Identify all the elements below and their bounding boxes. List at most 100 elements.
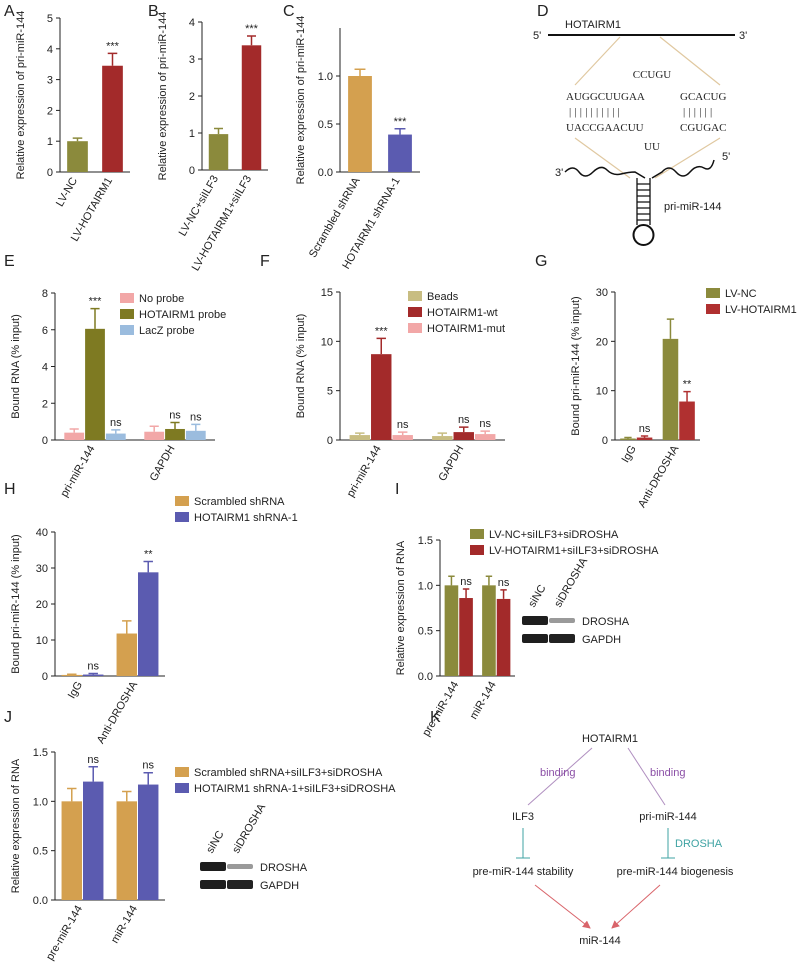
bar: [61, 674, 82, 676]
zoom-line: [659, 36, 721, 86]
significance-label: ns: [479, 418, 491, 430]
significance-label: ns: [458, 414, 470, 426]
error-bar: [666, 318, 675, 339]
bar: [474, 434, 496, 440]
blot-band: [522, 616, 548, 625]
y-tick-label: 8: [42, 288, 48, 300]
significance-label: **: [683, 379, 692, 391]
y-tick-label: 0: [42, 435, 48, 447]
band-label: GAPDH: [582, 634, 621, 646]
edge-label: DROSHA: [675, 838, 723, 850]
y-tick-label: 20: [36, 599, 48, 611]
blot-band: [227, 864, 253, 869]
y-tick-label: 0.0: [318, 167, 333, 179]
sequence: CGUGAC: [680, 122, 726, 134]
error-bar: [462, 588, 470, 599]
edge: [627, 747, 666, 806]
bar: [105, 433, 126, 440]
error-bar: [394, 128, 406, 135]
y-axis-title: Bound pri-miR-144 (% input): [570, 296, 582, 435]
bar: [185, 430, 206, 440]
band-label: GAPDH: [260, 880, 299, 892]
y-tick-label: 1: [47, 136, 53, 148]
y-axis-title: Relative expression of pri-miR-144: [157, 12, 169, 181]
error-bar: [69, 428, 79, 433]
panel-label: K: [430, 709, 441, 726]
legend-swatch: [408, 291, 422, 301]
error-bar: [376, 337, 386, 355]
significance-label: ns: [169, 410, 181, 422]
node: miR-144: [579, 935, 621, 947]
sequence: UU: [644, 141, 660, 153]
significance-label: ns: [498, 577, 510, 589]
error-bar: [143, 771, 153, 785]
y-tick-label: 3: [47, 75, 53, 87]
significance-label: ns: [87, 660, 99, 672]
y-axis-title: Relative expression of RNA: [395, 540, 407, 675]
error-bar: [640, 435, 649, 438]
bar: [116, 633, 137, 676]
significance-label: ns: [190, 411, 202, 423]
y-tick-label: 1.0: [418, 580, 433, 592]
bar: [67, 141, 88, 172]
significance-label: ***: [89, 296, 103, 308]
bar: [61, 801, 82, 900]
significance-label: ns: [87, 754, 99, 766]
legend-swatch: [470, 545, 484, 555]
error-bar: [88, 766, 98, 782]
edge-label: binding: [650, 767, 685, 779]
significance-label: **: [144, 549, 153, 561]
legend-label: LV-HOTAIRM1+siILF3+siDROSHA: [489, 545, 659, 557]
error-bar: [480, 430, 490, 435]
chart: I Relative expression of RNA 0.0 0.5 1.0 1.5 p…: [395, 481, 659, 738]
y-tick-label: 0.0: [418, 671, 433, 683]
y-tick-label: 2: [42, 398, 48, 410]
error-bar: [500, 589, 507, 599]
panel-label: B: [148, 3, 159, 20]
chart: G Bound pri-miR-144 (% input) 0 10 20 30 IgGns…: [535, 253, 797, 510]
bar: [482, 585, 496, 676]
gene-label: HOTAIRM1: [565, 19, 621, 31]
error-bar: [107, 52, 118, 66]
bar: [64, 432, 85, 440]
legend-label: HOTAIRM1-mut: [427, 323, 505, 335]
bar: [85, 328, 105, 440]
y-tick-label: 20: [596, 336, 608, 348]
x-tick-label: LV-NC: [54, 175, 80, 208]
legend-swatch: [120, 293, 134, 303]
hairpin-stem: [636, 178, 651, 225]
y-tick-label: 0: [602, 435, 608, 447]
y-tick-label: 1.5: [33, 747, 48, 759]
node: pre-miR-144 biogenesis: [617, 866, 734, 878]
legend-label: No probe: [139, 293, 184, 305]
end-label: 3': [555, 167, 563, 179]
blot-band: [549, 618, 575, 623]
error-bar: [88, 672, 98, 675]
x-tick-label: GAPDH: [148, 443, 178, 483]
y-tick-label: 1: [189, 128, 195, 140]
y-tick-label: 4: [189, 17, 195, 29]
chart: E Bound RNA (% input) 0 2 4 6 8 pri-miR-144 *** n…: [4, 253, 226, 499]
x-tick-label: GAPDH: [436, 443, 466, 483]
node: HOTAIRM1: [582, 733, 638, 745]
inhibit-edge: [661, 828, 675, 859]
legend-swatch: [175, 783, 189, 793]
y-tick-label: 2: [189, 91, 195, 103]
x-tick-label: pri-miR-144: [58, 444, 97, 500]
chart: H Bound pri-miR-144 (% input) 0 10 20 30 40 IgG…: [4, 481, 298, 746]
y-tick-label: 0.5: [318, 119, 333, 131]
node: pri-miR-144: [639, 811, 696, 823]
y-tick-label: 0: [47, 167, 53, 179]
bar: [349, 435, 371, 440]
base-pairs: ||||||: [683, 106, 715, 118]
legend-label: LacZ probe: [139, 325, 195, 337]
panel-label: D: [537, 3, 549, 20]
zoom-line: [574, 36, 621, 86]
bar: [662, 338, 679, 440]
error-bar: [624, 436, 632, 439]
end-label: 3': [739, 30, 747, 42]
legend-swatch: [175, 496, 189, 506]
